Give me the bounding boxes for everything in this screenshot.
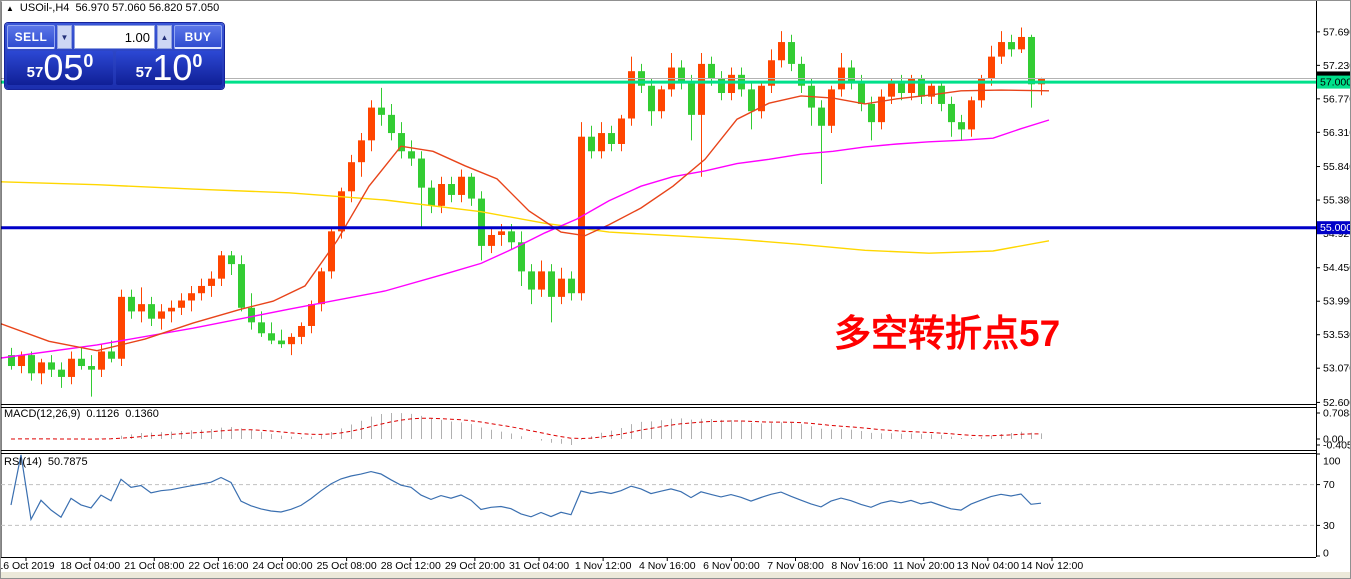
price-axis-label: 53.530 (1323, 329, 1351, 341)
one-click-trading-panel: SELL ▼ ▲ BUY 57 05 0 57 10 0 (5, 23, 224, 89)
price-axis-label: 56.310 (1323, 127, 1351, 139)
sell-price-handle: 57 (26, 64, 44, 81)
time-axis-label: 1 Nov 12:00 (575, 560, 632, 572)
macd-value-signal: 0.1360 (125, 408, 159, 420)
price-axis-label: 53.070 (1323, 363, 1351, 375)
price-axis: 57.69057.23056.77056.31055.84055.38054.9… (1316, 26, 1351, 409)
buy-price-pip: 0 (192, 51, 203, 71)
macd-panel: 0.7088 0.00-0.4059 (10, 408, 1351, 452)
macd-name: MACD(12,26,9) (4, 408, 81, 420)
sell-price-pip: 0 (83, 51, 94, 71)
symbol-title: ▲ USOil-,H4 56.970 57.060 56.820 57.050 (6, 2, 219, 14)
volume-up-button[interactable]: ▲ (157, 25, 172, 49)
macd-axis-label: 0.7088 (1323, 408, 1351, 420)
buy-price-handle: 57 (135, 64, 153, 81)
hline-57-price-box (1317, 75, 1350, 89)
price-axis-label: 57.690 (1323, 26, 1351, 38)
buy-button[interactable]: BUY (174, 25, 222, 49)
rsi-axis-label: 70 (1323, 479, 1335, 491)
price-axis-label: 54.450 (1323, 262, 1351, 274)
rsi-indicator-label: RSI(14) 50.7875 (4, 456, 88, 468)
price-axis-label: 57.230 (1323, 60, 1351, 72)
chevron-up-icon: ▲ (160, 32, 169, 42)
time-axis-label: 28 Oct 12:00 (381, 560, 441, 572)
hline-55-price-box (1317, 221, 1350, 235)
macd-value-main: 0.1126 (86, 408, 120, 420)
time-axis-label: 24 Oct 00:00 (252, 560, 312, 572)
sell-price-display[interactable]: 57 05 0 (7, 47, 113, 88)
sell-price-big: 05 (43, 47, 84, 88)
bottom-strip (1, 572, 1350, 578)
hline-55-price-label: 55.000 (1320, 222, 1351, 234)
buy-price-display[interactable]: 57 10 0 (116, 47, 222, 88)
price-axis-label: 55.380 (1323, 195, 1351, 207)
time-axis-label: 16 Oct 2019 (1, 560, 55, 572)
buy-price-big: 10 (152, 47, 193, 88)
ma-slow-yellow (1, 181, 1050, 254)
symbol-name: USOil-,H4 (19, 2, 70, 14)
ma-fast-orangered (1, 89, 1050, 352)
time-axis-label: 18 Oct 04:00 (60, 560, 120, 572)
volume-down-button[interactable]: ▼ (57, 25, 72, 49)
price-axis-label: 56.770 (1323, 93, 1351, 105)
ma-medium-magenta (1, 119, 1050, 359)
symbol-ohlc-values: 56.970 57.060 56.820 57.050 (75, 2, 220, 14)
time-axis-label: 8 Nov 16:00 (831, 560, 888, 572)
time-axis-label: 29 Oct 20:00 (445, 560, 505, 572)
volume-input[interactable] (74, 25, 155, 49)
time-axis-label: 4 Nov 16:00 (639, 560, 696, 572)
price-axis-label: 53.990 (1323, 296, 1351, 308)
rsi-name: RSI(14) (4, 456, 42, 468)
macd-signal-line (10, 417, 1042, 440)
hline-57-price-label: 57.000 (1320, 77, 1351, 89)
symbol-marker-icon: ▲ (6, 3, 14, 13)
chart-annotation-text: 多空转折点57 (834, 313, 1061, 354)
panel-borders (1, 1, 1317, 558)
time-axis-label: 6 Nov 00:00 (703, 560, 760, 572)
rsi-value: 50.7875 (47, 456, 88, 468)
time-axis-label: 22 Oct 16:00 (188, 560, 248, 572)
price-axis-label: 55.840 (1323, 161, 1351, 173)
macd-axis-label: -0.4059 (1323, 440, 1351, 452)
rsi-axis-label: 0 (1323, 548, 1329, 560)
rsi-axis-label: 100 (1323, 456, 1341, 468)
time-axis-label: 7 Nov 08:00 (767, 560, 824, 572)
rsi-line (10, 454, 1042, 522)
time-axis-label: 25 Oct 08:00 (317, 560, 377, 572)
time-axis-label: 11 Nov 20:00 (893, 560, 955, 572)
sell-button[interactable]: SELL (7, 25, 55, 49)
price-axis-label: 52.600 (1323, 397, 1351, 409)
time-axis-label: 31 Oct 04:00 (509, 560, 569, 572)
time-axis-label: 13 Nov 04:00 (957, 560, 1020, 572)
time-axis: 16 Oct 2019 18 Oct 04:00 21 Oct 08:00 22 Oc… (1, 558, 1083, 572)
time-axis-label: 21 Oct 08:00 (124, 560, 184, 572)
macd-axis-label: 0.00 (1323, 433, 1344, 445)
rsi-panel: 100 70 30 0 (1, 453, 1341, 560)
time-axis-label: 14 Nov 12:00 (1021, 560, 1084, 572)
macd-indicator-label: MACD(12,26,9) 0.1126 0.1360 (4, 408, 159, 420)
rsi-axis-label: 30 (1323, 520, 1335, 532)
chevron-down-icon: ▼ (60, 32, 69, 42)
